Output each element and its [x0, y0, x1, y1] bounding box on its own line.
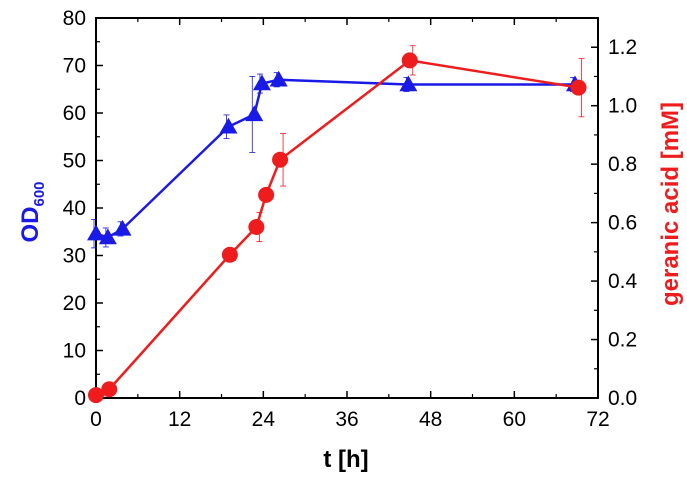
- geranic-acid-circle-marker: [101, 381, 118, 398]
- y-left-tick-label: 40: [63, 197, 86, 220]
- y-right-tick-label: 1.0: [608, 95, 637, 118]
- series-geranic-acid: [88, 45, 587, 404]
- series-layer: [87, 45, 587, 404]
- y-right-tick-label: 0.0: [608, 387, 637, 410]
- geranic-acid-circle-marker: [88, 387, 104, 404]
- od600-triangle-marker: [219, 117, 238, 134]
- x-tick-label: 24: [252, 408, 276, 431]
- x-tick-label: 72: [586, 408, 609, 431]
- od600-triangle-marker: [399, 75, 418, 92]
- od600-triangle-marker: [269, 70, 288, 87]
- series-line: [95, 78, 575, 239]
- y-right-tick-label: 0.4: [608, 270, 638, 293]
- geranic-acid-circle-marker: [401, 52, 418, 69]
- x-tick-label: 60: [503, 408, 526, 431]
- y-left-tick-label: 70: [63, 55, 86, 78]
- y-right-tick-label: 1.2: [608, 36, 637, 59]
- od600-triangle-marker: [113, 219, 132, 236]
- od600-triangle-marker: [252, 74, 271, 91]
- od600-triangle-marker: [245, 105, 264, 122]
- right-y-axis-title: geranic acid [mM]: [657, 102, 684, 306]
- geranic-acid-circle-marker: [221, 246, 238, 263]
- y-left-tick-label: 20: [63, 292, 86, 315]
- y-left-tick-label: 0: [74, 387, 86, 410]
- geranic-acid-circle-marker: [248, 219, 265, 235]
- left-y-axis-title-subscript: 600: [31, 181, 48, 206]
- left-y-axis-title-main: OD: [17, 207, 44, 243]
- od600-triangle-marker: [98, 228, 117, 245]
- plot-border: [95, 17, 599, 399]
- y-right-tick-label: 0.6: [608, 212, 637, 235]
- plot-frame: [95, 17, 599, 399]
- y-left-tick-label: 80: [63, 7, 86, 30]
- y-left-tick-label: 50: [63, 150, 86, 173]
- x-tick-label: 12: [168, 408, 191, 431]
- y-left-tick-label: 30: [63, 245, 86, 268]
- geranic-acid-circle-marker: [570, 79, 587, 96]
- y-left-tick-label: 10: [63, 340, 86, 363]
- x-axis-title: t [h]: [323, 446, 368, 473]
- y-right-tick-label: 0.8: [608, 153, 637, 176]
- y-right-tick-label: 0.2: [608, 329, 637, 352]
- left-y-axis-title: OD600: [17, 181, 48, 242]
- x-tick-label: 36: [335, 408, 358, 431]
- geranic-acid-circle-marker: [272, 151, 289, 168]
- geranic-acid-circle-marker: [258, 186, 275, 203]
- series-od600: [87, 70, 584, 249]
- series-line: [95, 59, 579, 397]
- od600-triangle-marker: [87, 224, 105, 241]
- x-tick-label: 0: [90, 408, 102, 431]
- axis-ticks: 0 12 24 36 48 60 72 0 10 20 30 40 50 60 70 80 0.0 0.2 0.4 0…: [63, 7, 638, 431]
- y-left-tick-label: 60: [63, 102, 86, 125]
- x-tick-label: 48: [419, 408, 442, 431]
